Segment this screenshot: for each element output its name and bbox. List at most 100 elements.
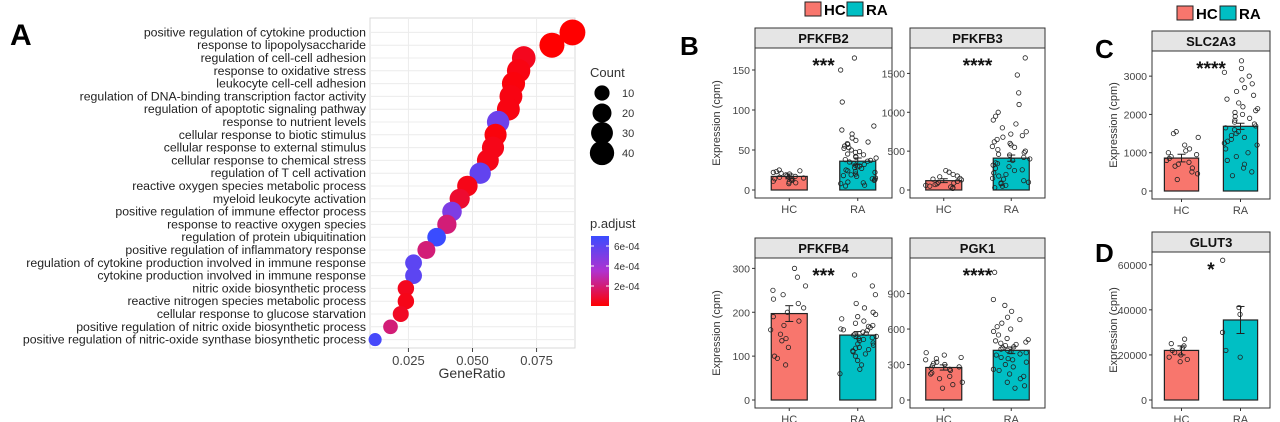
facet-title: GLUT3	[1190, 235, 1233, 250]
significance-label: ***	[812, 266, 835, 287]
p-adjust-colorbar	[591, 236, 609, 306]
dot	[539, 32, 565, 58]
data-point	[992, 185, 998, 191]
data-point	[838, 181, 844, 187]
data-point	[1186, 159, 1192, 165]
data-point	[1013, 341, 1019, 348]
facet-title: PFKFB4	[798, 241, 849, 256]
data-point	[774, 355, 780, 361]
data-point	[923, 182, 929, 188]
category-label: regulation of cell-cell adhesion	[201, 51, 367, 65]
bar-hc	[770, 312, 808, 401]
y-tick-label: 0	[899, 395, 905, 407]
y-axis-label: Expression (cpm)	[711, 290, 723, 376]
data-point	[870, 342, 877, 348]
category-label: cellular response to glucose starvation	[157, 307, 366, 321]
data-point	[842, 157, 848, 163]
data-point	[1004, 335, 1010, 342]
data-point	[800, 175, 807, 181]
data-point	[852, 331, 858, 337]
data-point	[1236, 304, 1242, 311]
data-point	[873, 155, 879, 161]
data-point	[1232, 113, 1238, 119]
data-point	[1194, 152, 1200, 158]
data-point	[850, 348, 856, 354]
y-tick-label: 60000	[1118, 260, 1147, 272]
facet-title: PGK1	[960, 241, 995, 256]
data-point	[1219, 329, 1226, 335]
data-point	[1254, 142, 1260, 148]
data-point	[866, 346, 872, 353]
data-point	[996, 367, 1002, 374]
x-tick-label: RA	[850, 204, 866, 216]
data-point	[1251, 121, 1258, 127]
data-point	[995, 109, 1001, 115]
data-point	[999, 125, 1005, 131]
data-point	[1002, 302, 1008, 308]
significance-label: ****	[963, 56, 993, 77]
data-point	[1240, 104, 1246, 110]
data-point	[1223, 347, 1229, 354]
dot	[427, 227, 446, 247]
p-adjust-tick-label: 2e-04	[614, 282, 640, 293]
category-label: cellular response to chemical stress	[171, 153, 366, 167]
legend-hc-label: HC	[1196, 6, 1218, 23]
data-point	[770, 178, 776, 184]
category-label: response to lipopolysaccharide	[197, 38, 366, 52]
bar-hc	[925, 366, 963, 401]
data-point	[837, 371, 843, 377]
data-point	[852, 169, 859, 175]
data-point	[1017, 376, 1023, 382]
data-point	[864, 158, 871, 164]
data-point	[851, 332, 857, 338]
data-point	[1005, 356, 1011, 362]
y-tick-label: 500	[887, 146, 905, 158]
data-point	[1239, 77, 1245, 83]
bar-chart-pgk1: PGK1 0 300 600 900 HC RA ****	[887, 237, 1046, 422]
y-tick-label: 100	[732, 105, 750, 117]
data-point	[838, 67, 844, 73]
x-tick-label: HC	[1174, 205, 1190, 217]
data-point	[1009, 308, 1015, 314]
x-tick-label: HC	[781, 414, 797, 422]
data-point	[857, 366, 863, 372]
data-point	[852, 149, 859, 155]
data-point	[1240, 165, 1247, 171]
data-point	[993, 352, 999, 358]
bar-hc	[1163, 157, 1200, 192]
data-point	[1025, 179, 1032, 185]
data-point	[840, 327, 846, 333]
data-point	[794, 274, 801, 280]
count-legend: 10 20 30 40	[589, 85, 634, 166]
data-point	[1017, 316, 1023, 323]
dot	[392, 305, 409, 323]
data-point	[994, 160, 1001, 167]
data-point	[1008, 326, 1014, 332]
data-point	[1011, 144, 1018, 150]
data-point	[851, 55, 858, 61]
data-point	[852, 162, 859, 168]
data-point	[941, 352, 947, 358]
data-point	[1010, 157, 1016, 164]
dot	[469, 162, 491, 184]
data-point	[956, 364, 962, 370]
data-point	[1221, 69, 1228, 75]
y-axis-label: Expression (cpm)	[1108, 82, 1120, 168]
data-point	[1019, 133, 1025, 139]
count-legend-label: 20	[622, 108, 634, 120]
legend-ra-swatch	[1219, 5, 1237, 21]
plot-a-dots	[368, 19, 586, 347]
count-legend-dot	[589, 140, 615, 166]
data-point	[860, 152, 867, 158]
data-point	[990, 175, 996, 181]
data-point	[785, 344, 792, 350]
data-point	[998, 340, 1004, 346]
category-label: positive regulation of inflammatory resp…	[125, 243, 366, 257]
data-point	[1002, 342, 1008, 349]
data-point	[1021, 150, 1027, 156]
legend-ra-label: RA	[866, 2, 888, 19]
category-label: nitric oxide biosynthetic process	[192, 281, 366, 295]
data-point	[845, 141, 851, 147]
